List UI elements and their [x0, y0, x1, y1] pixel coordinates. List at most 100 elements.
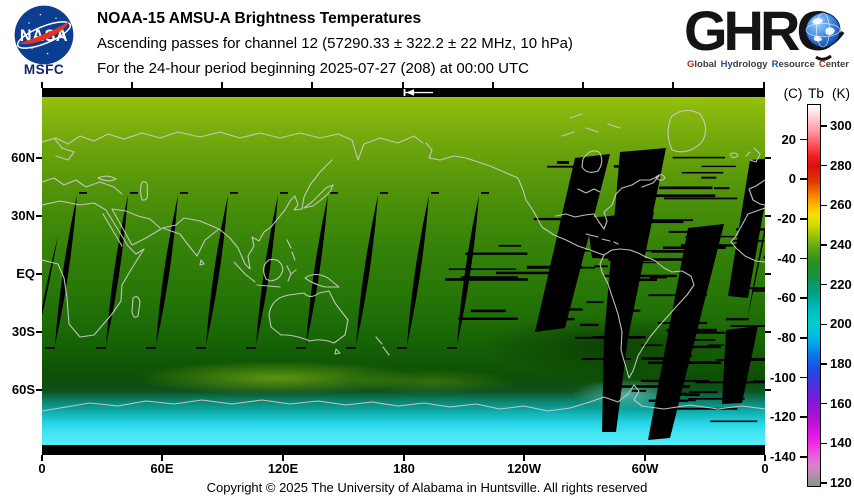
dropout-streak — [526, 265, 583, 269]
top-tick — [763, 82, 765, 88]
orbit-gap-sliver — [256, 195, 278, 345]
colorbar-kelvin-tick — [820, 244, 827, 246]
dropout-streak — [663, 246, 726, 249]
dropout-streak — [582, 250, 654, 252]
colorbar-gradient — [807, 104, 821, 487]
colorbar-kelvin-label: 180 — [830, 356, 852, 372]
colorbar-celsius-label: -120 — [769, 409, 796, 425]
colorbar-kelvin-label: 120 — [830, 475, 852, 491]
dropout-streak — [397, 347, 407, 349]
colorbar-celsius-tick — [800, 297, 807, 299]
colorbar-celsius-tick — [800, 257, 807, 260]
lat-axis-label: 60N — [11, 150, 35, 165]
lat-axis-label: 30N — [11, 208, 35, 223]
dropout-streak — [130, 192, 138, 194]
dropout-streak — [681, 171, 724, 174]
dropout-streak — [678, 339, 716, 341]
lat-axis-label: EQ — [16, 266, 35, 281]
dropout-streak — [657, 321, 708, 325]
dropout-streak — [575, 336, 642, 339]
dropout-streak — [724, 358, 765, 361]
dropout-streak — [638, 278, 657, 281]
dropout-streak — [730, 325, 765, 327]
dropout-streak — [481, 192, 489, 194]
nasa-orbit — [16, 21, 72, 49]
dropout-streak — [581, 358, 631, 360]
dropout-streak — [647, 361, 721, 364]
dropout-streak — [655, 407, 738, 410]
lon-tick — [41, 455, 43, 461]
colorbar-celsius-tick — [800, 178, 807, 180]
colorbar-celsius-label: 20 — [781, 131, 796, 147]
lat-tick-right — [765, 215, 771, 217]
colorbar-celsius-tick — [800, 376, 807, 379]
dropout-streak — [580, 266, 595, 269]
colorbar-celsius-tick — [800, 416, 807, 418]
dropout-streak — [380, 192, 388, 194]
top-tick — [582, 82, 584, 88]
dropout-streak — [447, 347, 457, 349]
dropout-streak — [633, 261, 658, 264]
colorbar-celsius-label: -20 — [777, 210, 796, 226]
dropout-streak — [458, 317, 518, 320]
dropout-streak — [495, 271, 577, 275]
lon-axis-label: 60E — [150, 461, 174, 476]
dropout-streak — [684, 393, 700, 397]
lon-tick — [403, 455, 405, 461]
dropout-streak — [736, 228, 765, 231]
orbit-gap-sliver — [206, 195, 228, 345]
dropout-streak — [685, 331, 726, 334]
dropout-streak — [330, 192, 338, 194]
plot-subtitle-period: For the 24-hour period beginning 2025-07… — [97, 60, 529, 77]
top-tick — [131, 82, 133, 88]
dropout-streak — [708, 344, 724, 346]
dropout-streak — [641, 357, 681, 360]
dropout-streak — [557, 317, 575, 321]
dropout-streak — [680, 244, 748, 247]
colorbar-kelvin-label: 280 — [830, 157, 852, 173]
dropout-streak — [594, 265, 608, 268]
dropout-streak — [96, 347, 106, 349]
dropout-streak — [732, 287, 765, 290]
dropout-streak — [624, 309, 641, 312]
colorbar-kelvin-tick — [820, 402, 827, 405]
dropout-streak — [558, 308, 583, 311]
dropout-streak — [607, 283, 622, 287]
colorbar-celsius-label: -140 — [769, 448, 796, 464]
dropout-streak — [622, 235, 635, 238]
dropout-streak — [663, 197, 738, 200]
dropout-streak — [637, 194, 716, 198]
colorbar-kelvin-label: 300 — [830, 117, 852, 133]
lon-tick — [282, 455, 284, 461]
lat-axis-label: 60S — [11, 382, 35, 397]
lat-tick-left — [36, 331, 42, 333]
colorbar-header-celsius: (C) — [783, 86, 803, 101]
dropout-streak — [695, 381, 765, 384]
colorbar-kelvin-label: 240 — [830, 236, 852, 252]
orbit-gap-sliver — [407, 195, 429, 345]
dropout-streak — [608, 258, 687, 261]
dropout-streak — [448, 268, 517, 270]
colorbar-kelvin-tick — [820, 442, 827, 445]
dropout-streak — [688, 397, 745, 400]
colorbar-kelvin-tick — [820, 164, 827, 167]
map-bottom-border — [42, 445, 765, 455]
map-top-border — [42, 88, 765, 97]
colorbar-kelvin-tick — [820, 204, 827, 207]
dropout-streak — [196, 347, 206, 349]
dropout-streak — [547, 165, 595, 168]
dropout-streak — [586, 301, 604, 304]
dropout-streak — [651, 250, 693, 253]
lon-tick — [161, 455, 163, 461]
dropout-streak — [346, 347, 356, 349]
dropout-streak — [246, 347, 256, 349]
dropout-streak — [640, 379, 710, 382]
colorbar-header-kelvin: (K) — [832, 86, 850, 101]
dropout-streak — [670, 392, 687, 396]
colorbar-kelvin-tick — [820, 283, 827, 286]
dropout-streak — [180, 192, 188, 194]
dropout-streak — [701, 176, 717, 179]
lat-tick-left — [36, 273, 42, 275]
dropout-streak — [533, 217, 590, 221]
